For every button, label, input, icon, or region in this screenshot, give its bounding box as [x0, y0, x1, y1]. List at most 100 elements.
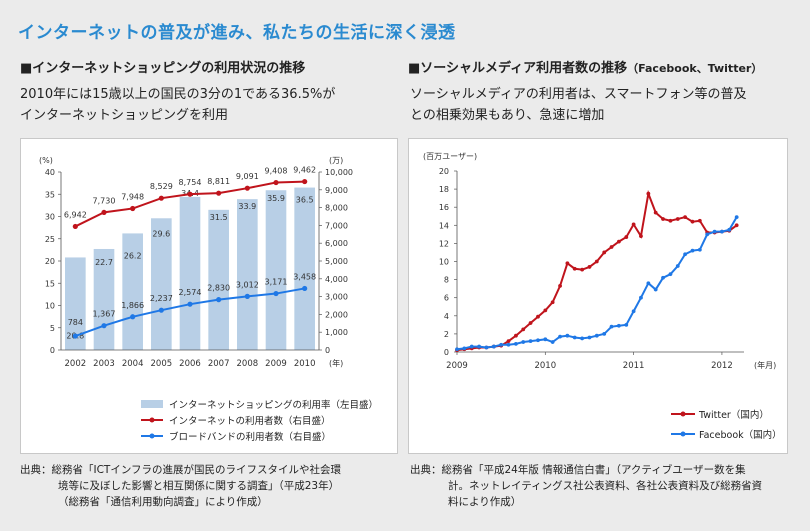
y-tick-label: 20 [439, 167, 449, 176]
point-facebook [565, 333, 570, 338]
legend-item-shopping-rate: インターネットショッピングの利用率（左目盛） [141, 397, 378, 411]
point-broadband-users [273, 290, 279, 297]
y-tick-label-right: 5,000 [325, 257, 348, 266]
point-facebook [602, 332, 607, 336]
point-twitter [639, 234, 643, 239]
source-line: 出典：総務省「ICTインフラの進展が国民のライフスタイルや社会環 [20, 464, 342, 476]
bar-data-label: 33.9 [238, 202, 256, 211]
point-twitter [528, 321, 533, 325]
point-facebook [712, 229, 717, 234]
y-tick-label-right: 1,000 [325, 328, 348, 337]
point-internet-users [187, 191, 193, 197]
y-tick-label: 12 [439, 239, 449, 248]
point-facebook [536, 338, 540, 343]
y-tick-label-left: 0 [50, 346, 55, 355]
x-tick-label: 2006 [179, 359, 201, 369]
y-tick-label: 2 [444, 330, 449, 339]
page-title: インターネットの普及が進み、私たちの生活に深く浸透 [18, 23, 456, 43]
y-tick-label-right: 0 [325, 346, 330, 355]
legend-label: インターネットショッピングの利用率（左目盛） [169, 400, 379, 411]
bar-data-label: 35.9 [267, 194, 285, 203]
x-tick-label: 2005 [151, 359, 173, 369]
bar-shopping-rate [179, 196, 201, 350]
internet-shopping-chart: (%) (万) 0 5 10 15 20 25 30 35 40 0 1,000 2,000 3,000 4,… [39, 156, 353, 369]
y-tick-label-right: 6,000 [325, 239, 348, 248]
y-tick-label-left: 25 [45, 235, 55, 244]
data-label-internet-users: 8,754 [179, 178, 202, 187]
y-tick-label: 4 [444, 312, 449, 321]
x-tick-label: 2010 [534, 361, 556, 371]
point-twitter [602, 250, 607, 255]
point-internet-users [244, 185, 250, 191]
point-twitter [572, 266, 577, 271]
bar-data-label: 26.2 [124, 251, 142, 260]
data-label-internet-users: 6,942 [64, 210, 87, 219]
x-tick-label: 2003 [93, 359, 115, 369]
left-description: 2010年には15歳以上の国民の3分の1である36.5%が インターネットショッ… [20, 84, 335, 126]
y-tick-label-right: 4,000 [325, 275, 348, 284]
right-section-heading: ■ソーシャルメディア利用者数の推移（Facebook、Twitter） [408, 57, 762, 76]
data-label-broadband-users: 2,574 [179, 288, 202, 297]
point-facebook [616, 323, 621, 328]
point-facebook [558, 334, 562, 339]
data-label-broadband-users: 2,830 [207, 284, 230, 293]
legend-item-broadband-users: ブロードバンドの利用者数（右目盛） [141, 429, 331, 443]
bar-shopping-rate [151, 218, 172, 350]
point-facebook [690, 248, 695, 253]
x-tick-label: 2012 [711, 361, 733, 371]
bar-shopping-rate [122, 233, 143, 350]
x-axis-label: (年) [329, 358, 343, 368]
x-tick-label: 2009 [446, 361, 468, 371]
x-tick-label: 2009 [265, 359, 287, 369]
right-chart-panel: (百万ユーザー) 0 2 4 6 8 10 12 14 16 18 20 2009 2010 2011 201… [408, 138, 788, 454]
point-facebook [462, 346, 467, 351]
y-tick-label-right: 8,000 [325, 204, 348, 213]
data-label-internet-users: 7,948 [121, 193, 144, 202]
point-facebook [521, 340, 526, 344]
point-twitter [550, 300, 555, 305]
right-description-line: ソーシャルメディアの利用者は、スマートフォン等の普及 [410, 87, 747, 102]
point-internet-users [101, 209, 107, 216]
social-media-chart: (百万ユーザー) 0 2 4 6 8 10 12 14 16 18 20 2009 2010 2011 201… [423, 152, 776, 371]
point-twitter [683, 215, 687, 220]
point-twitter [514, 333, 518, 338]
y-tick-label-right: 7,000 [325, 221, 348, 230]
y-axis-right-label: (万) [329, 156, 343, 165]
point-internet-users [130, 205, 136, 212]
data-label-internet-users: 8,811 [207, 177, 230, 186]
y-tick-label-right: 2,000 [325, 310, 348, 319]
legend-item-internet-users: インターネットの利用者数（右目盛） [141, 413, 331, 427]
data-label-internet-users: 7,730 [93, 196, 116, 205]
left-source: 出典：総務省「ICTインフラの進展が国民のライフスタイルや社会環 境等に及ぼした… [20, 462, 400, 510]
y-tick-label: 10 [439, 258, 449, 267]
point-broadband-users [302, 285, 308, 292]
point-facebook [550, 340, 555, 344]
point-facebook [705, 232, 710, 237]
legend-swatch-red-line [141, 417, 163, 423]
legend-swatch-bar [141, 400, 163, 408]
point-facebook [499, 342, 504, 347]
y-tick-label-left: 30 [45, 213, 55, 222]
point-twitter [661, 217, 665, 221]
y-tick-label-left: 40 [45, 168, 55, 177]
point-facebook [697, 247, 702, 252]
legend-label: Twitter（国内） [699, 410, 769, 421]
bar-shopping-rate [265, 190, 287, 350]
point-facebook [661, 275, 665, 280]
point-twitter [521, 327, 526, 332]
data-label-broadband-users: 3,012 [236, 280, 259, 289]
point-broadband-users [158, 307, 164, 313]
x-tick-label: 2008 [237, 359, 259, 369]
y-tick-label-left: 10 [45, 302, 55, 311]
point-twitter [646, 191, 651, 196]
y-axis-left-label: (%) [39, 156, 53, 165]
right-description-line: との相乗効果もあり、急速に増加 [410, 108, 605, 123]
y-tick-label-left: 35 [45, 190, 55, 199]
data-label-internet-users: 9,091 [236, 172, 259, 181]
y-axis-label: (百万ユーザー) [423, 152, 477, 161]
y-tick-label: 14 [439, 221, 449, 230]
point-facebook [580, 336, 585, 341]
point-twitter [734, 223, 739, 228]
point-facebook [609, 324, 614, 329]
left-section-heading: ■インターネットショッピングの利用状況の推移 [20, 61, 306, 76]
